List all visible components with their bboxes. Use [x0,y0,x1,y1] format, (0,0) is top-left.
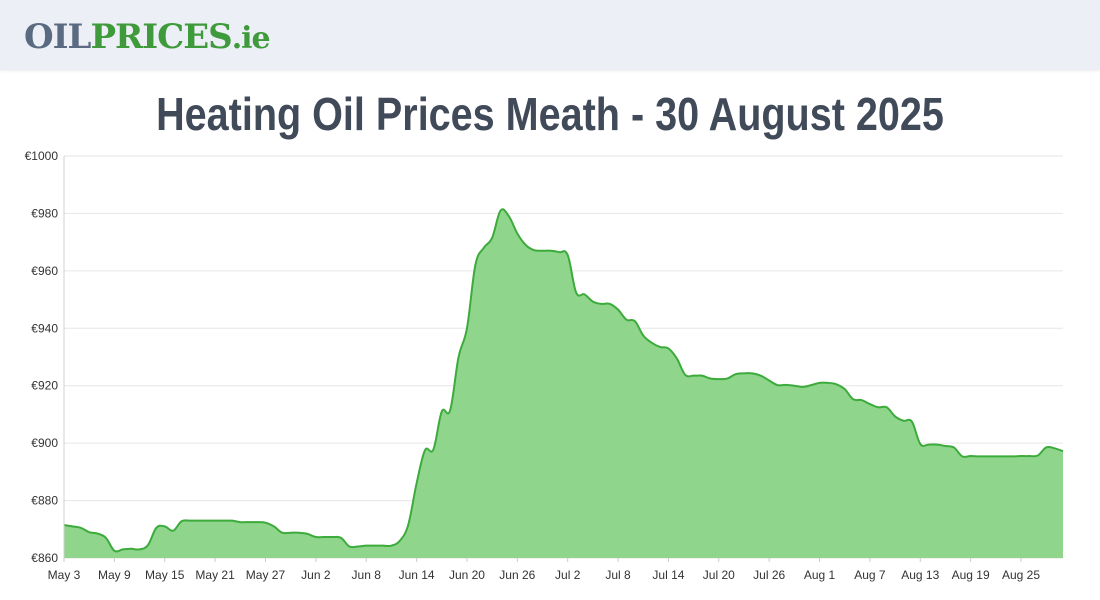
x-tick-label: Jul 26 [753,568,785,582]
logo-ie-text: .ie [231,21,271,56]
y-tick-label: €1000 [25,149,59,163]
site-logo[interactable]: OILPRICES.ie [24,14,271,62]
x-tick-label: May 21 [195,568,235,582]
x-tick-label: May 3 [48,568,81,582]
x-tick-label: Jul 14 [652,568,684,582]
x-tick-label: Jul 8 [605,568,631,582]
y-tick-label: €980 [31,206,58,220]
y-tick-label: €900 [31,436,58,450]
y-tick-label: €920 [31,379,58,393]
x-tick-label: Jun 14 [399,568,435,582]
y-tick-label: €860 [31,551,58,565]
x-axis-ticks: May 3 May 9 May 15 May 21 May 27 Jun 2 Jun 8 Ju… [48,558,1040,582]
x-tick-label: May 27 [246,568,286,582]
site-header: OILPRICES.ie [0,0,1100,70]
x-tick-label: May 15 [145,568,185,582]
x-tick-label: Jul 2 [555,568,581,582]
x-tick-label: Jun 8 [352,568,382,582]
price-line [63,208,1064,553]
x-tick-label: Aug 1 [804,568,836,582]
page-title: Heating Oil Prices Meath - 30 August 202… [156,88,944,140]
y-tick-label: €940 [31,321,58,335]
price-area-fill [64,209,1063,558]
x-tick-label: Aug 19 [952,568,990,582]
logo-oil-text: OIL [24,17,91,57]
y-axis-ticks: €860 €880 €900 €920 €940 €960 €980 €1000 [25,149,59,565]
x-tick-label: May 9 [98,568,131,582]
logo-prices-text: PRICES [90,17,232,57]
x-tick-label: Aug 25 [1002,568,1040,582]
x-tick-label: Jun 20 [449,568,485,582]
x-tick-label: Aug 13 [901,568,939,582]
y-tick-label: €880 [31,494,58,508]
y-tick-label: €960 [31,264,58,278]
x-tick-label: Jun 26 [499,568,535,582]
x-tick-label: Jun 2 [301,568,331,582]
x-tick-label: Jul 20 [703,568,735,582]
x-tick-label: Aug 7 [854,568,886,582]
